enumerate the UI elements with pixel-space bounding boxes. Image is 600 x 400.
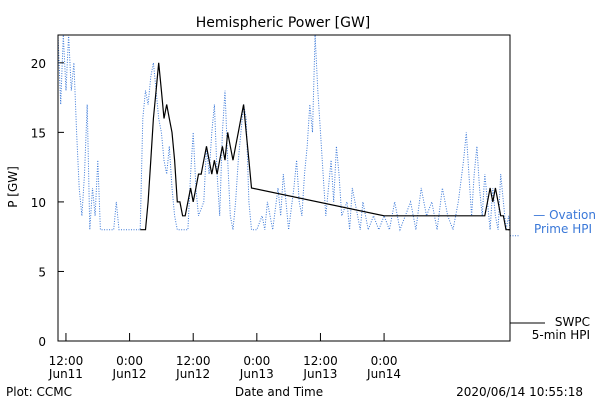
y-tick-label: 20 (31, 57, 46, 71)
x-axis-ticks: 12:00Jun110:00Jun1212:00Jun120:00Jun1312… (48, 333, 401, 381)
x-tick-date-label: Jun11 (48, 367, 83, 381)
x-tick-date-label: Jun13 (239, 367, 274, 381)
x-tick-date-label: Jun12 (112, 367, 147, 381)
legend-swpc-line2: 5-min HPI (532, 328, 590, 342)
plot-source-label: Plot: CCMC (6, 385, 72, 399)
legend-ovation-line1: — Ovation (533, 208, 596, 222)
x-tick-date-label: Jun12 (175, 367, 210, 381)
series-line-swpc (140, 62, 510, 231)
y-tick-label: 5 (38, 265, 46, 279)
x-tick-time-label: 0:00 (371, 354, 398, 368)
legend-swpc-line1: SWPC (555, 315, 590, 329)
chart-title: Hemispheric Power [GW] (196, 15, 371, 31)
series-layer (58, 35, 510, 232)
x-tick-time-label: 0:00 (116, 354, 143, 368)
x-axis-label: Date and Time (235, 385, 323, 399)
plot-timestamp: 2020/06/14 10:55:18 (456, 385, 583, 399)
x-tick-time-label: 12:00 (303, 354, 338, 368)
y-axis-label: P [GW] (6, 166, 20, 208)
y-tick-label: 0 (38, 335, 46, 349)
series-line-ovation-prime (58, 35, 510, 232)
x-tick-date-label: Jun14 (366, 367, 401, 381)
y-tick-label: 10 (31, 196, 46, 210)
y-tick-label: 15 (31, 126, 46, 140)
x-tick-time-label: 12:00 (49, 354, 84, 368)
x-tick-time-label: 12:00 (176, 354, 211, 368)
x-tick-date-label: Jun13 (302, 367, 337, 381)
legend-ovation-line2: Prime HPI (534, 222, 592, 236)
x-tick-time-label: 0:00 (243, 354, 270, 368)
plot-frame (57, 34, 511, 342)
